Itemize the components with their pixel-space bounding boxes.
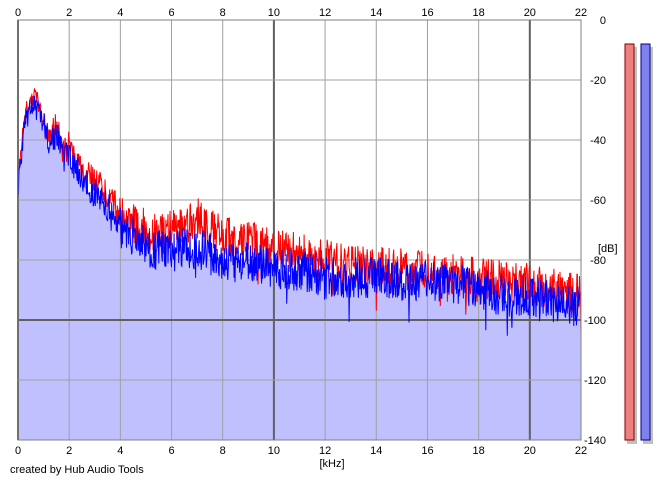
meter-left [624,43,635,441]
x-tick-label-top: 10 [268,7,280,19]
spectrum-fill [18,95,581,440]
y-tick-label: -80 [590,255,606,267]
x-tick-label-bottom: 22 [575,445,587,457]
x-tick-label-top: 8 [220,7,226,19]
x-ticks-bottom: 0 2 4 6 8 10 12 14 16 18 20 22 [15,445,587,457]
y-tick-label: -60 [590,195,606,207]
level-meters [624,43,653,444]
y-axis-label: [dB] [598,243,618,255]
x-tick-label-top: 0 [15,7,21,19]
y-tick-label: -40 [590,135,606,147]
x-tick-label-top: 2 [66,7,72,19]
spectrum-fill-layer [18,95,581,440]
x-tick-label-bottom: 12 [319,445,331,457]
credit-text: created by Hub Audio Tools [10,464,144,476]
x-tick-label-bottom: 10 [268,445,280,457]
x-tick-label-bottom: 4 [117,445,123,457]
x-tick-label-top: 16 [421,7,433,19]
x-axis-label: [kHz] [319,458,344,470]
series-layer [17,88,582,336]
x-tick-label-bottom: 20 [524,445,536,457]
x-tick-label-bottom: 2 [66,445,72,457]
x-tick-label-top: 4 [117,7,123,19]
y-ticks: 0 -20 -40 -60 -80 -100 -120 -140 [584,15,606,447]
y-tick-label: -140 [584,435,606,447]
x-ticks-top: 0 2 4 6 8 10 12 14 16 18 20 22 [15,7,587,19]
y-tick-label: -20 [590,75,606,87]
x-tick-label-top: 22 [575,7,587,19]
x-tick-label-top: 12 [319,7,331,19]
x-tick-label-top: 18 [473,7,485,19]
y-tick-label: -120 [584,375,606,387]
x-tick-label-bottom: 0 [15,445,21,457]
plot-frame [17,19,582,441]
x-tick-label-bottom: 6 [168,445,174,457]
x-tick-label-top: 6 [168,7,174,19]
x-tick-label-bottom: 14 [370,445,382,457]
x-tick-label-bottom: 16 [421,445,433,457]
x-tick-label-bottom: 8 [220,445,226,457]
y-tick-label: 0 [600,15,606,27]
x-tick-label-top: 14 [370,7,382,19]
meter-right [640,43,651,441]
series-line-red [17,88,582,334]
x-tick-label-top: 20 [524,7,536,19]
series-line-blue [17,95,582,336]
y-tick-label: -100 [584,315,606,327]
x-tick-label-bottom: 18 [473,445,485,457]
